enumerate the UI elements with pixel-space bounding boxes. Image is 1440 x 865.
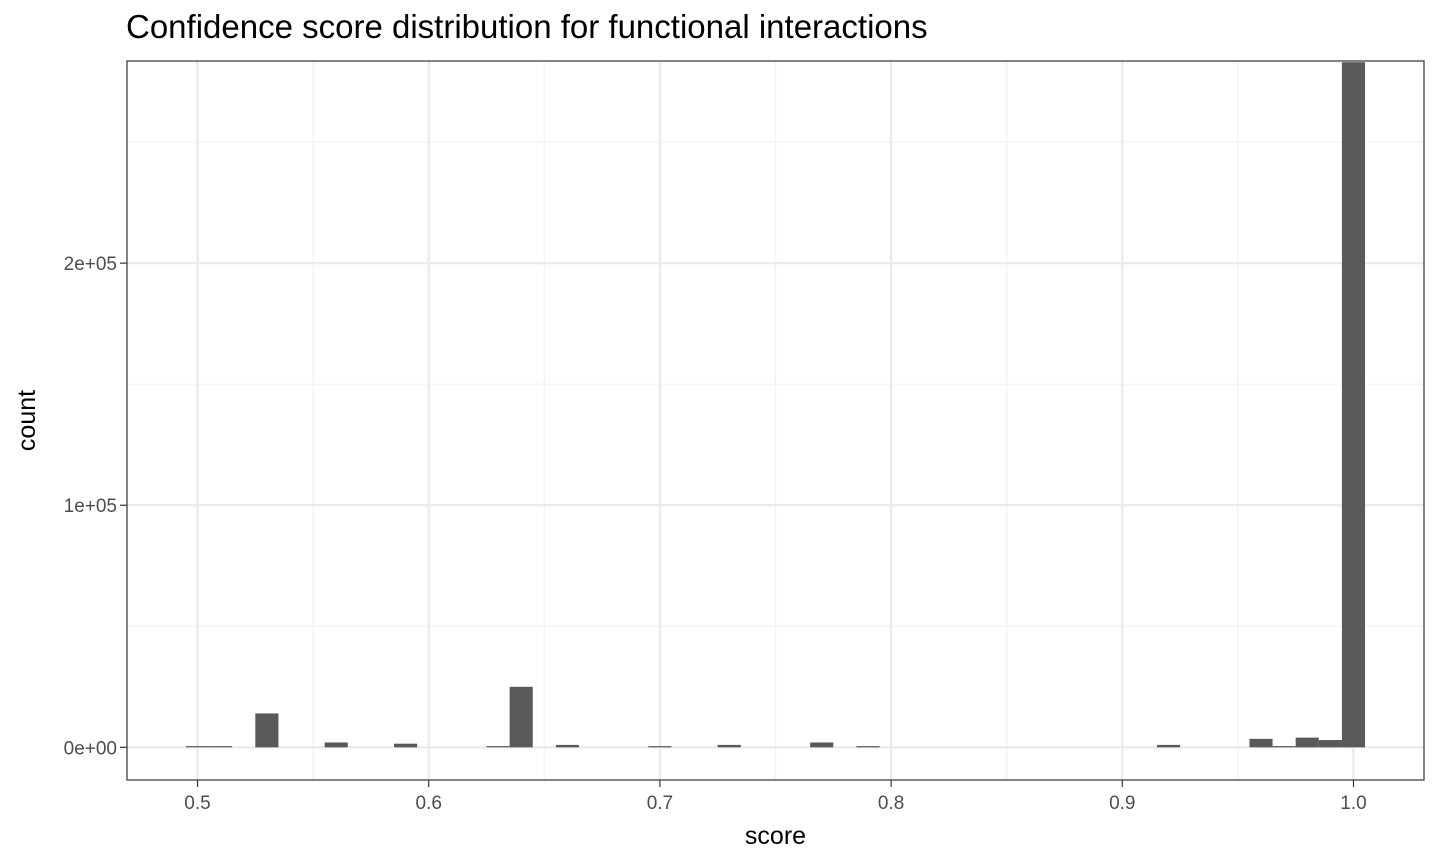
histogram-bar	[486, 746, 510, 748]
x-tick-label: 0.6	[415, 793, 441, 814]
y-tick-label: 2e+05	[64, 254, 117, 275]
histogram-bar	[1249, 738, 1273, 748]
x-tick-label: 0.9	[1109, 793, 1135, 814]
histogram-bar	[509, 686, 533, 748]
histogram-bar	[324, 742, 348, 748]
y-axis-title: count	[13, 390, 41, 451]
chart-title: Confidence score distribution for functi…	[126, 8, 928, 45]
histogram-bar	[1341, 62, 1366, 748]
panel-border	[126, 60, 1425, 781]
x-tick-label: 0.8	[878, 793, 904, 814]
histogram-bar	[856, 746, 880, 748]
histogram-bar	[717, 744, 741, 748]
histogram-bar	[185, 746, 210, 748]
histogram-bar	[555, 744, 579, 748]
histogram-bar	[209, 746, 233, 748]
histogram-bar	[394, 743, 418, 748]
x-axis-title: score	[745, 822, 806, 850]
histogram-bars	[185, 62, 1366, 748]
histogram-bar	[810, 742, 834, 748]
y-tick-label: 1e+05	[64, 496, 117, 517]
y-axis: 0e+00 1e+05 2e+05	[64, 254, 127, 759]
histogram-bar	[1295, 737, 1319, 748]
histogram-bar	[648, 746, 672, 748]
grid-lines	[127, 61, 1424, 780]
histogram-bar	[255, 713, 279, 748]
x-axis: 0.5 0.6 0.7 0.8 0.9 1.0	[184, 780, 1367, 814]
x-tick-label: 0.5	[184, 793, 210, 814]
histogram-bar	[1156, 744, 1181, 748]
histogram-bar	[1272, 746, 1296, 748]
x-tick-label: 1.0	[1340, 793, 1366, 814]
histogram-bar	[1318, 740, 1342, 748]
y-tick-label: 0e+00	[64, 738, 117, 759]
x-tick-label: 0.7	[647, 793, 673, 814]
